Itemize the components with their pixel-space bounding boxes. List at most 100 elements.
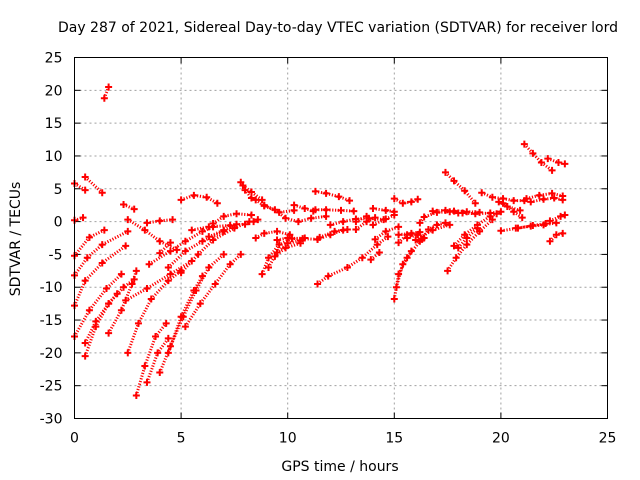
satellite-track-55 <box>394 250 413 288</box>
data-point-marker <box>390 195 398 203</box>
data-point-marker <box>233 210 241 218</box>
data-point-marker <box>166 270 174 278</box>
data-point-marker <box>143 219 151 227</box>
y-tick-label: 15 <box>45 116 63 132</box>
data-point-marker <box>132 267 140 275</box>
data-point-marker <box>429 226 437 234</box>
data-point-marker <box>441 206 449 214</box>
data-point-marker <box>495 198 503 206</box>
satellite-track-49 <box>369 251 381 261</box>
data-point-marker <box>433 221 441 229</box>
y-axis-label: SDTVAR / TECUs <box>8 182 24 297</box>
data-point-marker <box>258 196 266 204</box>
data-point-marker <box>346 197 354 205</box>
satellite-track-60 <box>420 221 446 241</box>
data-point-marker <box>463 208 471 216</box>
x-axis-label: GPS time / hours <box>281 459 398 475</box>
data-point-marker <box>188 226 196 234</box>
satellite-track-01 <box>102 86 111 99</box>
data-point-marker <box>254 216 262 224</box>
data-point-marker <box>85 233 93 241</box>
data-point-marker <box>369 221 377 229</box>
data-point-marker <box>98 259 106 267</box>
satellite-track-53 <box>393 197 419 205</box>
satellite-track-26 <box>180 193 219 205</box>
data-point-marker <box>260 229 268 237</box>
data-point-marker <box>324 272 332 280</box>
data-point-marker <box>441 219 449 227</box>
y-tick-label: -15 <box>40 313 63 329</box>
data-point-marker <box>527 222 535 230</box>
data-point-marker <box>181 237 189 245</box>
data-point-marker <box>233 220 241 228</box>
data-point-marker <box>162 319 170 327</box>
data-point-marker <box>559 229 567 237</box>
data-point-marker <box>145 260 153 268</box>
data-point-marker <box>544 155 552 163</box>
data-point-marker <box>390 295 398 303</box>
data-point-marker <box>395 270 403 278</box>
data-point-marker <box>143 285 151 293</box>
data-point-marker <box>252 196 260 204</box>
data-point-marker <box>540 221 548 229</box>
data-point-marker <box>122 242 130 250</box>
data-point-marker <box>296 239 304 247</box>
data-point-marker <box>343 264 351 272</box>
data-point-marker <box>271 252 279 260</box>
data-point-marker <box>105 83 113 91</box>
data-point-marker <box>395 223 403 231</box>
data-point-marker <box>461 187 469 195</box>
data-point-marker <box>337 206 345 214</box>
data-point-marker <box>122 296 130 304</box>
data-point-marker <box>516 206 524 214</box>
data-point-marker <box>395 231 403 239</box>
data-point-marker <box>220 212 228 220</box>
data-point-marker <box>450 242 458 250</box>
data-point-marker <box>203 193 211 201</box>
y-tick-label: -20 <box>40 346 63 362</box>
satellite-track-43 <box>315 208 354 213</box>
satellite-track-15 <box>145 337 170 383</box>
data-point-marker <box>198 272 206 280</box>
data-point-marker <box>510 208 518 216</box>
data-point-marker <box>141 362 149 370</box>
data-point-marker <box>363 212 371 220</box>
data-point-marker <box>154 349 162 357</box>
satellite-track-06 <box>73 230 129 277</box>
data-point-marker <box>399 260 407 268</box>
data-point-marker <box>105 329 113 337</box>
data-point-marker <box>177 196 185 204</box>
satellite-track-44 <box>315 189 351 203</box>
data-point-marker <box>307 214 315 222</box>
satellite-track-45 <box>316 235 389 286</box>
data-point-marker <box>120 283 128 291</box>
data-point-marker <box>452 254 460 262</box>
data-point-marker <box>311 187 319 195</box>
satellite-track-63 <box>444 171 477 205</box>
data-point-marker <box>499 199 507 207</box>
data-point-marker <box>124 227 132 235</box>
data-point-marker <box>478 189 486 197</box>
data-point-marker <box>79 214 87 222</box>
data-point-marker <box>322 189 330 197</box>
data-point-marker <box>497 208 505 216</box>
x-tick-label: 5 <box>177 431 186 447</box>
data-point-marker <box>488 193 496 201</box>
data-point-marker <box>81 173 89 181</box>
data-point-marker <box>190 287 198 295</box>
satellite-track-07 <box>73 244 127 307</box>
data-point-marker <box>237 178 245 186</box>
data-point-marker <box>100 94 108 102</box>
data-point-marker <box>412 236 420 244</box>
data-point-marker <box>205 223 213 231</box>
data-point-marker <box>100 226 108 234</box>
satellite-track-10 <box>83 292 119 344</box>
data-point-marker <box>265 254 273 262</box>
satellite-track-68 <box>481 191 525 203</box>
data-point-marker <box>343 225 351 233</box>
data-point-marker <box>220 226 228 234</box>
data-point-marker <box>294 218 302 226</box>
data-point-marker <box>535 191 543 199</box>
data-point-marker <box>552 219 560 227</box>
